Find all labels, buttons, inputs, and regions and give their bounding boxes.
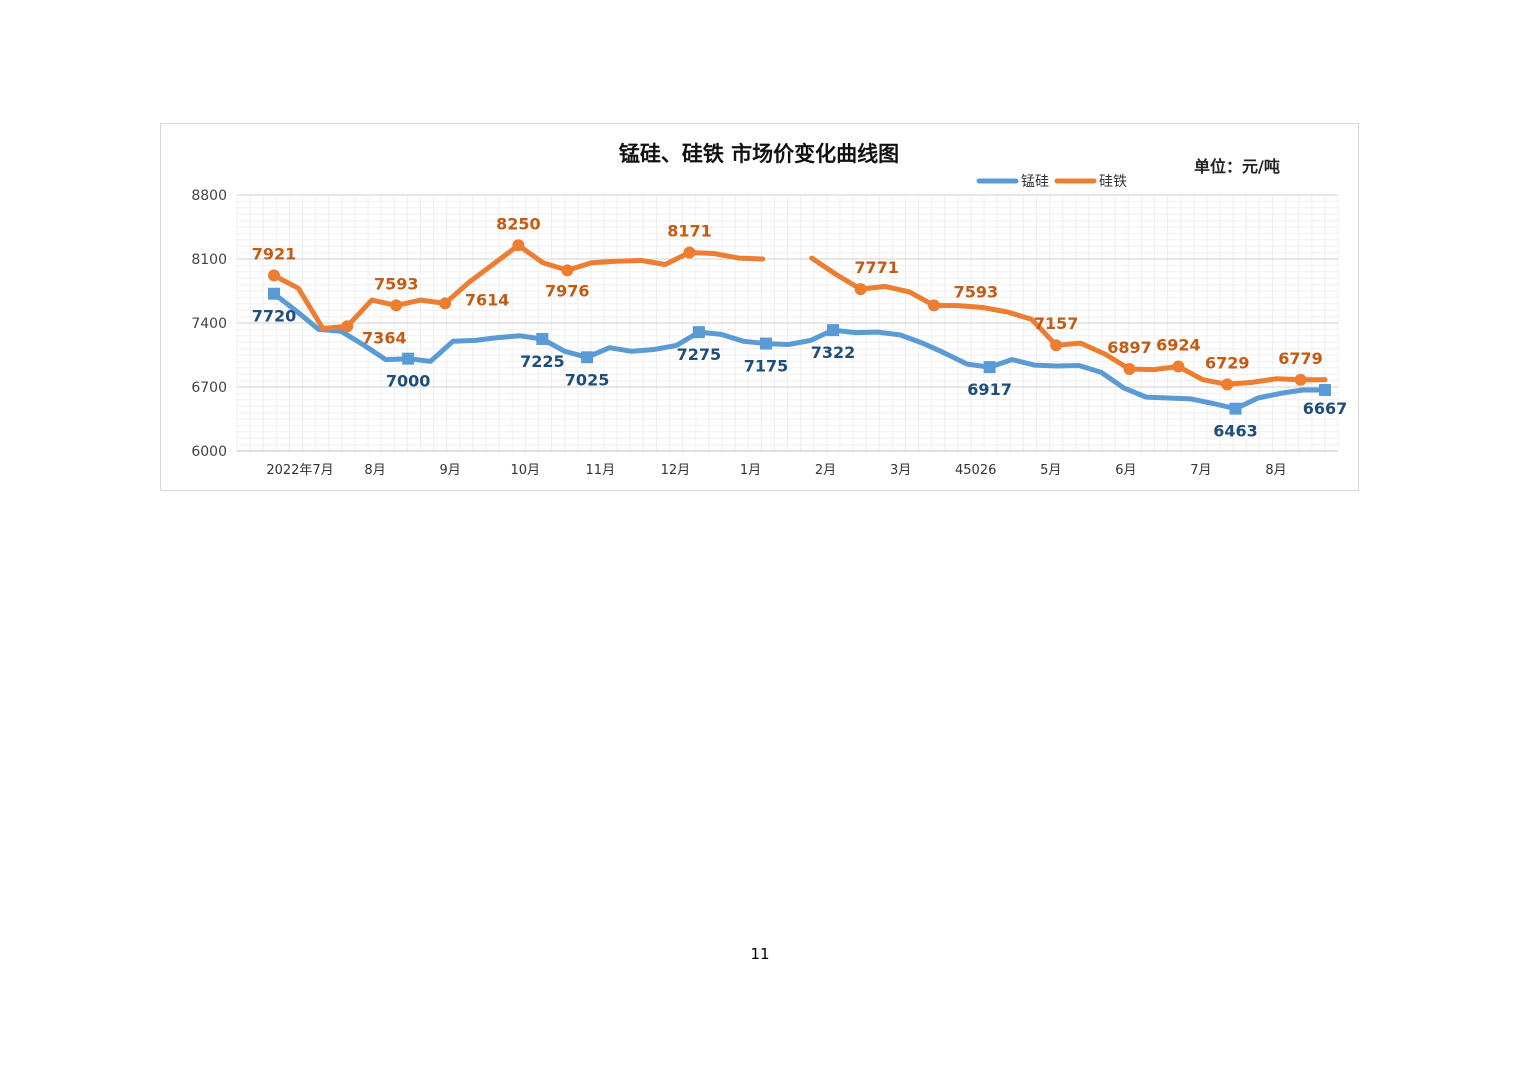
marker-fe-si: [439, 297, 452, 310]
data-label-fe-si: 7364: [362, 328, 407, 347]
marker-fe-si: [1050, 339, 1063, 352]
marker-mn-si: [827, 324, 840, 337]
data-label-mn-si: 7025: [565, 370, 610, 389]
marker-fe-si: [268, 269, 280, 282]
data-label-fe-si: 6779: [1278, 349, 1323, 368]
data-label-mn-si: 7720: [252, 307, 297, 326]
data-label-fe-si: 7593: [374, 274, 419, 293]
chart-frame: 6000 6700 7400 8100 8800 2022年7月 8月 9月 10月 11月 12月…: [160, 123, 1359, 491]
axis-layer: 6000 6700 7400 8100 8800 2022年7月 8月 9月 10月 11月 12月…: [191, 188, 1338, 478]
marker-mn-si: [402, 352, 415, 365]
x-tick-label: 45026: [955, 463, 996, 478]
x-tick-label: 3月: [890, 463, 911, 478]
marker-fe-si: [1294, 373, 1307, 386]
x-tick-label: 5月: [1040, 463, 1061, 478]
marker-mn-si: [1229, 402, 1242, 415]
y-tick-label: 8100: [191, 252, 227, 268]
marker-mn-si: [536, 333, 549, 345]
page-number: 11: [750, 945, 770, 963]
legend-label-mn-si: 锰硅: [1021, 174, 1049, 190]
y-tick-label: 6000: [191, 444, 227, 460]
data-label-mn-si: 6463: [1213, 422, 1258, 441]
data-label-fe-si: 8171: [667, 222, 712, 241]
data-label-mn-si: 7175: [744, 357, 789, 376]
data-label-fe-si: 6729: [1205, 353, 1250, 372]
marker-fe-si: [1123, 362, 1136, 375]
marker-fe-si: [512, 239, 525, 252]
x-tick-label: 1月: [740, 463, 761, 478]
y-tick-label: 8800: [191, 188, 227, 204]
marker-mn-si: [581, 351, 594, 364]
marker-fe-si: [390, 299, 403, 312]
data-label-fe-si: 7614: [465, 290, 510, 309]
x-tick-label: 10月: [510, 463, 540, 478]
chart-title: 锰硅、硅铁 市场价变化曲线图: [619, 142, 899, 166]
data-label-fe-si: 7976: [545, 281, 590, 300]
y-tick-label: 6700: [191, 380, 227, 396]
y-tick-label: 7400: [191, 316, 227, 332]
marker-fe-si: [561, 264, 574, 277]
data-label-fe-si: 6897: [1107, 338, 1152, 357]
legend-label-fe-si: 硅铁: [1099, 174, 1127, 190]
data-label-fe-si: 6924: [1156, 336, 1201, 355]
data-label-mn-si: 7275: [677, 345, 722, 364]
legend: 锰硅 硅铁: [976, 174, 1127, 190]
x-tick-label: 6月: [1115, 463, 1136, 478]
data-label-fe-si: 7157: [1034, 314, 1079, 333]
x-tick-label: 2月: [815, 463, 836, 478]
data-label-mn-si: 7322: [811, 343, 856, 362]
marker-fe-si: [341, 320, 354, 333]
data-label-fe-si: 7921: [252, 244, 297, 263]
marker-fe-si: [1221, 378, 1234, 391]
marker-fe-si: [1172, 360, 1185, 373]
marker-mn-si: [692, 326, 705, 339]
marker-mn-si: [1319, 384, 1331, 397]
unit-note: 单位：元/吨: [1194, 157, 1280, 176]
marker-fe-si: [683, 246, 696, 259]
x-tick-label: 9月: [440, 463, 461, 478]
data-label-mn-si: 7000: [386, 372, 431, 391]
marker-mn-si: [759, 337, 772, 350]
series-line-mn-si: [271, 291, 1328, 412]
x-tick-label: 12月: [661, 463, 691, 478]
x-tick-label: 11月: [586, 463, 616, 478]
marker-mn-si: [268, 287, 280, 300]
marker-fe-si: [927, 299, 940, 312]
x-tick-label: 7月: [1190, 463, 1211, 478]
data-label-mn-si: 7225: [520, 352, 565, 371]
x-tick-label: 8月: [1265, 463, 1286, 478]
data-label-mn-si: 6667: [1303, 399, 1348, 418]
data-label-fe-si: 8250: [496, 214, 541, 233]
x-tick-label: 2022年7月: [266, 463, 333, 478]
x-tick-label: 8月: [364, 463, 385, 478]
marker-fe-si: [854, 283, 867, 296]
grid-layer: [236, 194, 1339, 452]
data-label-mn-si: 6917: [967, 380, 1012, 399]
data-label-fe-si: 7771: [854, 258, 899, 277]
series-layer: [268, 239, 1331, 415]
data-label-fe-si: 7593: [954, 282, 999, 301]
price-line-chart: 6000 6700 7400 8100 8800 2022年7月 8月 9月 10月 11月 12月…: [191, 142, 1348, 478]
marker-mn-si: [983, 361, 996, 374]
